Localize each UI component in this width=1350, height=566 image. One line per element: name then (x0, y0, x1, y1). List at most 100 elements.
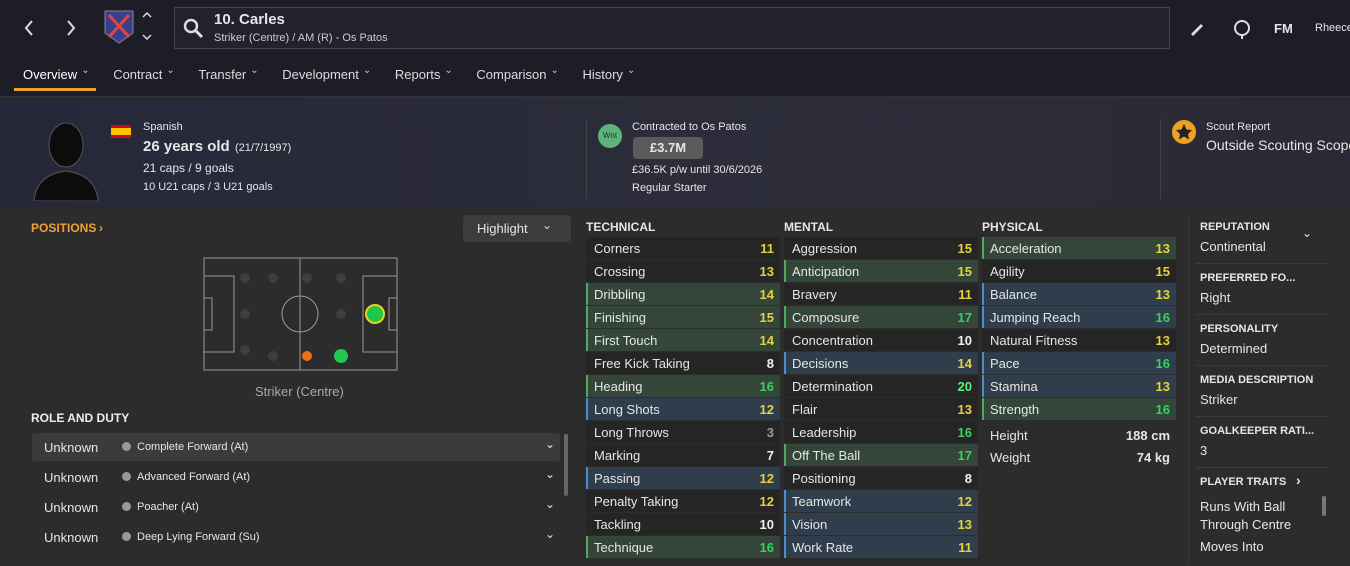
attribute-value: 16 (957, 425, 972, 440)
nav-tab[interactable]: Contract (113, 67, 163, 82)
role-name[interactable]: Poacher (At) (137, 501, 199, 513)
positions-title[interactable]: POSITIONS (31, 221, 97, 235)
attribute-value: 13 (759, 264, 774, 279)
scrollbar[interactable] (564, 434, 568, 496)
attribute-name: Crossing (594, 264, 646, 279)
attribute-name: Passing (594, 471, 641, 486)
scout-value: Outside Scouting Scope (1206, 137, 1350, 153)
attribute-row (982, 398, 1176, 420)
search-icon[interactable] (183, 18, 205, 40)
attribute-name: Penalty Taking (594, 494, 679, 509)
role-chevron[interactable]: ⌄ (545, 497, 556, 511)
info-label: PERSONALITY (1200, 323, 1279, 335)
fm-logo[interactable]: FM (1274, 21, 1293, 36)
attribute-row (784, 444, 978, 466)
attribute-group-title: TECHNICAL (586, 220, 656, 234)
attribute-name: Balance (990, 287, 1037, 302)
attribute-name: Off The Ball (792, 448, 861, 463)
role-duty[interactable]: Unknown (44, 470, 99, 485)
nav-tab[interactable]: Development (282, 67, 359, 82)
attribute-value: 16 (759, 540, 774, 555)
role-name[interactable]: Deep Lying Forward (Su) (137, 531, 260, 543)
info-label: PREFERRED FO... (1200, 272, 1296, 284)
attribute-row (784, 467, 978, 489)
attribute-value: 16 (759, 379, 774, 394)
role-name[interactable]: Complete Forward (At) (137, 441, 249, 453)
info-icon (122, 442, 131, 451)
traits-chevron[interactable]: › (1296, 472, 1301, 488)
positions-chevron[interactable]: › (99, 221, 103, 235)
attribute-row (586, 398, 780, 420)
pitch (203, 257, 398, 371)
attribute-name: Composure (792, 310, 860, 325)
info-divider (1196, 365, 1328, 366)
divider (1160, 119, 1161, 199)
attribute-value: 13 (1155, 333, 1170, 348)
scout-icon (1172, 120, 1196, 144)
role-name[interactable]: Advanced Forward (At) (137, 471, 251, 483)
tab-chevron[interactable]: ⌄ (250, 65, 259, 76)
pitch-label: Striker (Centre) (255, 384, 344, 399)
role-chevron[interactable]: ⌄ (545, 437, 556, 451)
role-duty[interactable]: Unknown (44, 530, 99, 545)
attribute-name: Free Kick Taking (594, 356, 690, 371)
attribute-name: Leadership (792, 425, 857, 440)
role-chevron[interactable]: ⌄ (545, 527, 556, 541)
attribute-name: Flair (792, 402, 818, 417)
role-chevron[interactable]: ⌄ (545, 467, 556, 481)
flag (111, 125, 131, 138)
nav-tab[interactable]: Comparison (476, 67, 547, 82)
highlight-dropdown[interactable]: Highlight (463, 215, 571, 242)
role-row-bg[interactable] (32, 433, 560, 461)
nav-tab[interactable]: Transfer (198, 67, 247, 82)
toolbar-icons[interactable] (1188, 19, 1258, 39)
tab-chevron[interactable]: ⌄ (81, 65, 90, 76)
tab-chevron[interactable]: ⌄ (626, 65, 636, 76)
nav-tab[interactable]: Reports (394, 67, 441, 82)
nav-tab[interactable]: Overview (23, 67, 78, 82)
scrollbar[interactable] (1322, 496, 1326, 516)
traits-title[interactable]: PLAYER TRAITS (1200, 476, 1287, 488)
tab-chevron[interactable]: ⌄ (166, 65, 175, 76)
info-label: GOALKEEPER RATI... (1200, 425, 1315, 437)
nav-tab[interactable]: History (582, 67, 623, 82)
attribute-row (784, 490, 978, 512)
role-duty[interactable]: Unknown (44, 440, 99, 455)
attribute-value: 12 (759, 471, 774, 486)
info-value: Determined (1200, 341, 1268, 356)
attribute-row (784, 283, 978, 305)
reputation-chevron[interactable]: ⌄ (1302, 226, 1313, 240)
attribute-name: Tackling (594, 517, 641, 532)
attribute-name: Bravery (792, 287, 837, 302)
attribute-row (982, 260, 1176, 282)
attribute-row (586, 237, 780, 259)
physique-value: 188 cm (1125, 428, 1170, 443)
attribute-name: Corners (594, 241, 641, 256)
attribute-value: 3 (766, 425, 774, 440)
tab-chevron[interactable]: ⌄ (362, 65, 372, 76)
attribute-value: 7 (766, 448, 774, 463)
role-duty[interactable]: Unknown (44, 500, 99, 515)
attribute-row (586, 421, 780, 443)
attribute-value: 13 (957, 402, 972, 417)
attribute-value: 10 (759, 517, 774, 532)
attribute-row (982, 352, 1176, 374)
squad-status: Regular Starter (632, 182, 707, 194)
physique-value: 74 kg (1136, 450, 1170, 465)
player-subtitle: Striker (Centre) / AM (R) - Os Patos (214, 32, 388, 44)
attribute-row (586, 352, 780, 374)
attribute-row (586, 444, 780, 466)
attribute-row (784, 536, 978, 558)
attribute-row (586, 490, 780, 512)
dropdown-chevron[interactable]: ⌄ (542, 218, 553, 232)
tab-chevron[interactable]: ⌄ (444, 65, 453, 76)
search-box[interactable] (174, 7, 1170, 49)
attribute-value: 14 (759, 287, 774, 302)
attribute-name: Technique (594, 540, 654, 555)
attribute-name: Concentration (792, 333, 873, 348)
tab-chevron[interactable]: ⌄ (550, 65, 559, 76)
tab-underline (14, 88, 97, 91)
nav-arrows[interactable] (18, 16, 88, 40)
user-name[interactable]: Rheece (1315, 22, 1350, 34)
